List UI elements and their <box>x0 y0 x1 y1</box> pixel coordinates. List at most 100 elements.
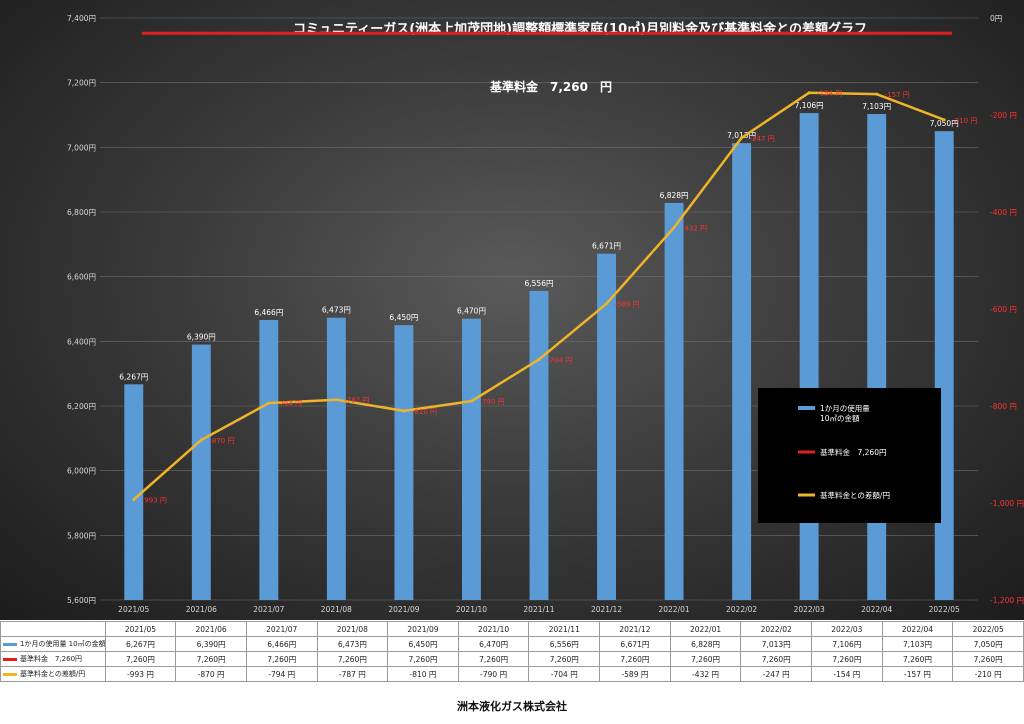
y-tick-label: 5,600円 <box>67 596 96 605</box>
table-header-cell: 2022/04 <box>881 621 954 637</box>
table-cell: -247 円 <box>740 666 813 682</box>
difference-point <box>267 401 271 405</box>
table-cell: 7,260円 <box>528 651 601 667</box>
table-row-swatch <box>3 657 17 661</box>
table-header-cell: 2021/10 <box>457 621 530 637</box>
table-cell: 7,260円 <box>669 651 742 667</box>
table-cell: -787 円 <box>316 666 389 682</box>
difference-data-label: -210 円 <box>952 117 977 125</box>
table-cell: -210 円 <box>952 666 1024 682</box>
bar <box>799 113 819 600</box>
difference-point <box>875 92 879 96</box>
difference-data-label: -794 円 <box>277 400 302 408</box>
bar-data-label: 6,466円 <box>254 308 283 317</box>
table-cell: 7,260円 <box>811 651 883 667</box>
x-tick-label: 2022/05 <box>929 605 960 614</box>
difference-point <box>132 498 136 502</box>
table-cell: 7,260円 <box>457 651 530 667</box>
y2-tick-label: -1,000 円 <box>990 499 1024 508</box>
table-cell: -870 円 <box>175 666 247 682</box>
bar-data-label: 6,473円 <box>322 306 351 315</box>
bar-data-label: 6,828円 <box>660 191 689 200</box>
bar <box>191 344 211 600</box>
table-cell: -589 円 <box>599 666 671 682</box>
y-tick-label: 6,800円 <box>67 208 96 217</box>
table-row-label-text: 基準料金との差額/円 <box>20 670 86 678</box>
difference-point <box>740 136 744 140</box>
table-header-row: 2021/05 2021/06 2021/07 2021/08 2021/09 2021/… <box>0 621 1024 637</box>
y-tick-label: 7,000円 <box>67 143 96 152</box>
x-tick-label: 2021/06 <box>186 605 217 614</box>
reference-annotation: 基準料金 7,260 円 <box>489 79 612 94</box>
table-cell: 7,103円 <box>881 636 954 652</box>
table-header-cell: 2021/09 <box>387 621 459 637</box>
table-cell: 6,828円 <box>669 636 742 652</box>
bar <box>529 290 549 600</box>
table-cell: 7,013円 <box>740 636 813 652</box>
x-tick-label: 2022/03 <box>794 605 825 614</box>
table-row: 1か月の使用量 10㎥の金額 6,267円 6,390円 6,466円 6,473円 6,… <box>0 636 1024 652</box>
bar-data-label: 7,106円 <box>795 101 824 110</box>
table-header-cell: 2021/12 <box>599 621 671 637</box>
y2-tick-label: -400 円 <box>990 208 1017 217</box>
bar-data-label: 6,267円 <box>119 372 148 381</box>
table-cell: 7,260円 <box>175 651 247 667</box>
bar <box>867 114 887 600</box>
difference-data-label: -157 円 <box>885 91 910 99</box>
table-corner-cell <box>0 621 106 637</box>
table-cell: 6,450円 <box>387 636 459 652</box>
y2-tick-label: -800 円 <box>990 402 1017 411</box>
table-header-cell: 2021/08 <box>316 621 389 637</box>
difference-data-label: -790 円 <box>479 398 504 406</box>
bar <box>934 131 954 600</box>
legend-label: 基準料金との差額/円 <box>820 490 890 500</box>
table-cell: -810 円 <box>387 666 459 682</box>
x-tick-label: 2021/10 <box>456 605 487 614</box>
table-row-swatch <box>3 642 17 646</box>
table-cell: -993 円 <box>104 666 177 682</box>
y2-tick-label: 0円 <box>990 14 1002 23</box>
table-cell: -432 円 <box>669 666 742 682</box>
y-tick-label: 7,400円 <box>67 14 96 23</box>
table-header-cell: 2022/05 <box>952 621 1024 637</box>
table-row-label: 基準料金との差額/円 <box>0 666 106 682</box>
bar-data-label: 7,013円 <box>727 131 756 140</box>
difference-data-label: -810 円 <box>412 408 437 416</box>
difference-point <box>199 438 203 442</box>
bar-data-label: 7,103円 <box>862 102 891 111</box>
table-header-cell: 2022/03 <box>811 621 883 637</box>
difference-point <box>334 398 338 402</box>
table-cell: -790 円 <box>457 666 530 682</box>
bar <box>124 384 144 600</box>
table-cell: 7,260円 <box>740 651 813 667</box>
table-cell: 6,390円 <box>175 636 247 652</box>
combo-chart: 5,600円 5,800円 6,000円 6,200円 6,400円 6,600円 6,80… <box>67 14 1024 614</box>
table-row-label: 1か月の使用量 10㎥の金額 <box>0 636 106 652</box>
bar <box>259 319 279 600</box>
table-header-cell: 2022/02 <box>740 621 813 637</box>
difference-data-label: -870 円 <box>209 437 234 445</box>
difference-point <box>537 357 541 361</box>
table-cell: 6,671円 <box>599 636 671 652</box>
y-tick-label: 7,200円 <box>67 79 96 88</box>
bar <box>664 202 684 601</box>
difference-data-label: -154 円 <box>817 90 842 98</box>
y-tick-label: 6,000円 <box>67 467 96 476</box>
table-cell: 7,260円 <box>387 651 459 667</box>
legend-label: 10㎥の金額 <box>820 413 860 423</box>
x-tick-label: 2021/12 <box>591 605 622 614</box>
bar-data-label: 7,050円 <box>930 119 959 128</box>
x-tick-label: 2022/04 <box>861 605 892 614</box>
x-tick-label: 2021/05 <box>118 605 149 614</box>
legend-label: 1か月の使用量 <box>820 403 870 413</box>
y2-tick-label: -600 円 <box>990 305 1017 314</box>
legend-box <box>758 388 941 523</box>
data-table: 2021/05 2021/06 2021/07 2021/08 2021/09 2021/… <box>0 621 1024 682</box>
company-name: 洲本液化ガス株式会社 <box>457 700 567 713</box>
difference-data-label: -993 円 <box>142 497 167 505</box>
y2-tick-label: -200 円 <box>990 111 1017 120</box>
bar-data-label: 6,450円 <box>389 313 418 322</box>
table-cell: 7,260円 <box>316 651 389 667</box>
bar <box>462 318 481 600</box>
x-tick-label: 2022/02 <box>726 605 757 614</box>
